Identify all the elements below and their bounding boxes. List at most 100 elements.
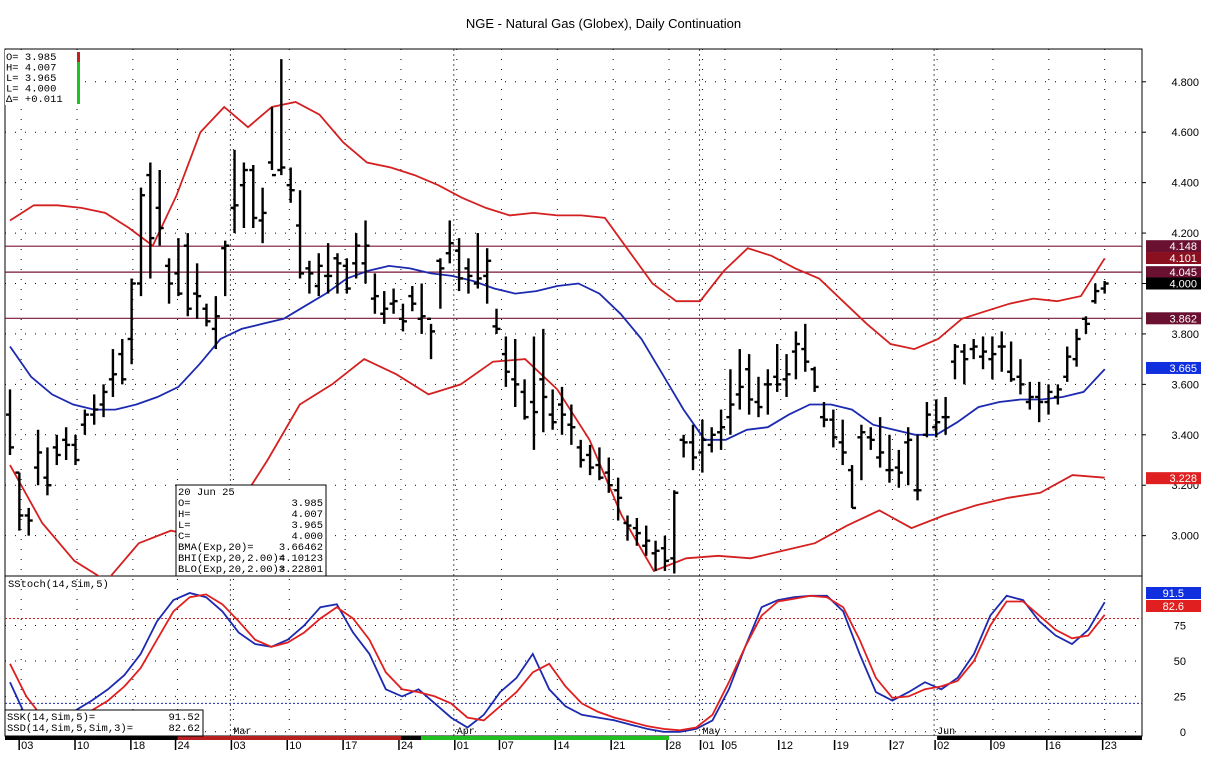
stoch-tick-label: 0 <box>1180 727 1186 739</box>
price-tag <box>1146 472 1201 485</box>
ohlc-readout-line: H= 4.007 <box>6 63 56 75</box>
ohlc-bar <box>576 439 585 468</box>
ohlc-bar <box>997 331 1006 372</box>
day-label: 09 <box>993 740 1005 752</box>
day-label: 03 <box>21 740 33 752</box>
month-label: Apr <box>457 727 475 738</box>
ohlc-bar <box>838 419 847 466</box>
ohlc-bar <box>155 170 164 246</box>
ohlc-bar <box>324 243 333 294</box>
info-box-label: BMA(Exp,20)= <box>178 542 254 554</box>
info-box-value: 3.985 <box>291 498 323 510</box>
ohlc-bar <box>679 434 688 458</box>
stoch-tag-label: 91.5 <box>1163 588 1184 600</box>
ohlc-bar <box>90 394 99 425</box>
ohlc-bar <box>754 376 763 418</box>
ohlc-bar <box>24 507 33 536</box>
ohlc-bar <box>801 323 810 372</box>
ohlc-bar <box>1053 384 1062 405</box>
ohlc-bar <box>632 518 641 546</box>
ohlc-bar <box>43 447 52 496</box>
price-tick-label: 3.000 <box>1171 531 1199 543</box>
stoch-tag-label: 82.6 <box>1163 601 1184 613</box>
day-label: 28 <box>669 740 681 752</box>
price-axis: 3.0003.2003.4003.6003.8004.0004.2004.400… <box>1142 77 1199 739</box>
ohlc-bar <box>1025 381 1034 410</box>
info-box-value: 4.10123 <box>279 553 323 565</box>
ohlc-readout-line: O= 3.985 <box>6 52 56 64</box>
grid-dots <box>5 49 1142 736</box>
ohlc-bar <box>558 386 567 435</box>
ohlc-bar <box>80 409 89 435</box>
info-box-frame <box>175 484 327 577</box>
price-tag <box>1146 277 1201 290</box>
ohlc-bar <box>1081 316 1090 334</box>
ohlc-bar <box>707 427 716 453</box>
info-box-value: 3.66462 <box>279 542 323 554</box>
day-label: 05 <box>725 740 737 752</box>
ohlc-bar <box>193 263 202 319</box>
info-box-value: 3.965 <box>291 520 323 532</box>
ohlc-bar <box>436 258 445 309</box>
ohlc-bar <box>62 427 71 461</box>
ohlc-bar <box>483 248 492 304</box>
day-label: 21 <box>613 740 625 752</box>
bollinger-lower-line <box>9 358 1105 576</box>
ohlc-bar <box>988 336 997 380</box>
price-tag-label: 4.148 <box>1169 241 1197 253</box>
ohlc-bar <box>342 258 351 294</box>
ohlc-bar <box>670 490 679 574</box>
day-label: 23 <box>1105 740 1117 752</box>
ohlc-bar <box>305 260 314 294</box>
stoch-tick-label: 75 <box>1174 621 1186 633</box>
info-box-label: O= <box>178 498 191 510</box>
stoch-legend: SSK(14,Sim,5)= 91.52 SSD(14,Sim,5,Sim,3)= 8… <box>4 709 204 737</box>
ohlc-bar <box>492 308 501 334</box>
ohlc-bar <box>773 344 782 392</box>
ohlc-bar <box>277 59 286 176</box>
day-label: 19 <box>837 740 849 752</box>
info-box-label: BHI(Exp,20,2.00)= <box>178 553 285 565</box>
ohlc-bar <box>211 296 220 350</box>
price-tick-label: 3.400 <box>1171 430 1199 442</box>
ohlc-bar <box>848 465 857 510</box>
ohlc-bar <box>614 477 623 521</box>
ohlc-bar <box>913 434 922 501</box>
ohlc-bar <box>389 288 398 314</box>
price-tick-label: 3.600 <box>1171 379 1199 391</box>
ohlc-bar <box>529 336 538 450</box>
ohlc-bar <box>34 429 43 486</box>
day-label: 10 <box>289 740 301 752</box>
info-box-value: 3.22801 <box>279 564 323 576</box>
ohlc-bar <box>735 349 744 410</box>
ohlc-bar <box>286 167 295 203</box>
ohlc-bar <box>922 402 931 438</box>
ohlc-bar <box>380 291 389 324</box>
ohlc-readout-bg <box>5 50 81 105</box>
ohlc-bar <box>202 303 211 327</box>
info-box-date: 20 Jun 25 <box>178 487 235 499</box>
month-bar-mar <box>177 736 401 740</box>
ohlc-bar <box>501 336 510 387</box>
price-tag-label: 3.665 <box>1169 363 1197 375</box>
ohlc-bar <box>688 424 697 471</box>
ohlc-bar <box>511 338 520 408</box>
ohlc-bar <box>969 338 978 360</box>
ohlc-bar <box>108 349 117 397</box>
month-label: Jun <box>937 727 955 738</box>
stoch-tick-label: 25 <box>1174 691 1186 703</box>
stoch-legend-value: 82.62 <box>168 723 200 735</box>
stoch-tag <box>1146 600 1201 612</box>
ohlc-bar <box>352 233 361 279</box>
day-label: 17 <box>345 740 357 752</box>
price-tick-label: 4.600 <box>1171 127 1199 139</box>
price-tag-label: 3.228 <box>1169 473 1197 485</box>
stoch-legend-frame <box>4 709 204 737</box>
ohlc-bar <box>361 220 370 284</box>
info-box-label: H= <box>178 509 191 521</box>
ohlc-readout-line: L= 3.965 <box>6 73 56 85</box>
ohlc-bar <box>183 233 192 317</box>
info-box-value: 4.007 <box>291 509 323 521</box>
